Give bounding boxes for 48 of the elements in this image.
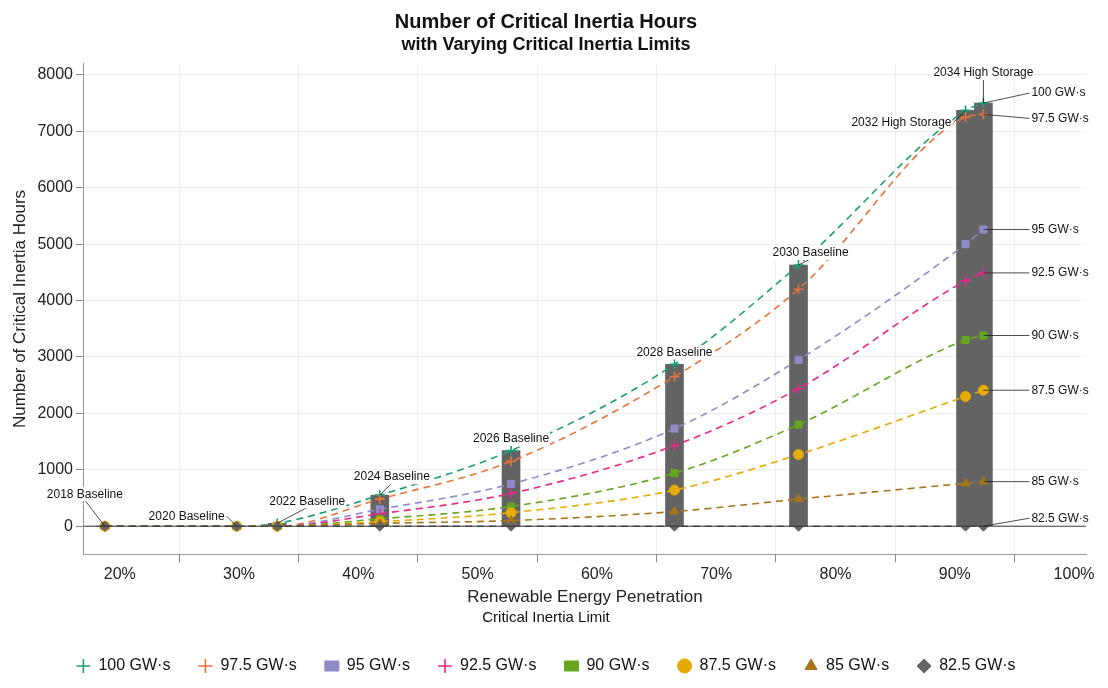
y-tick-label: 0 bbox=[64, 516, 74, 534]
y-tick-label: 7000 bbox=[37, 121, 74, 139]
annotation: 92.5 GW·s bbox=[1031, 265, 1089, 280]
y-axis-title: Number of Critical Inertia Hours bbox=[9, 189, 29, 429]
legend-label: 95 GW·s bbox=[346, 656, 410, 674]
annotation: 90 GW·s bbox=[1031, 327, 1079, 342]
x-tick-label: 80% bbox=[819, 565, 852, 583]
annotation: 82.5 GW·s bbox=[1031, 510, 1089, 525]
annotation: 2034 High Storage bbox=[933, 65, 1034, 80]
y-tick-label: 6000 bbox=[37, 178, 74, 196]
x-tick-label: 70% bbox=[700, 565, 733, 583]
legend-label: 100 GW·s bbox=[98, 656, 171, 674]
annotation: 85 GW·s bbox=[1031, 473, 1079, 488]
legend-label: 82.5 GW·s bbox=[939, 656, 1016, 674]
x-axis-title: Renewable Energy Penetration bbox=[467, 587, 703, 607]
legend-title: Critical Inertia Limit bbox=[482, 607, 611, 625]
x-tick-label: 90% bbox=[938, 565, 971, 583]
chart-title: Number of Critical Inertia Hours bbox=[394, 9, 698, 32]
annotation: 95 GW·s bbox=[1031, 221, 1079, 236]
annotation: 2028 Baseline bbox=[636, 344, 713, 359]
x-tick-label: 50% bbox=[461, 565, 494, 583]
legend-label: 97.5 GW·s bbox=[220, 656, 297, 674]
legend-label: 85 GW·s bbox=[826, 656, 890, 674]
annotation: 97.5 GW·s bbox=[1031, 110, 1089, 125]
annotation: 2018 Baseline bbox=[46, 486, 124, 501]
legend-label: 87.5 GW·s bbox=[699, 656, 777, 674]
x-tick-label: 60% bbox=[580, 565, 613, 583]
annotation: 100 GW·s bbox=[1031, 85, 1086, 100]
chart-subtitle: with Varying Critical Inertia Limits bbox=[400, 33, 691, 54]
legend-label: 92.5 GW·s bbox=[459, 656, 537, 674]
x-tick-label: 100% bbox=[1053, 565, 1095, 583]
annotation: 2022 Baseline bbox=[269, 493, 346, 508]
x-tick-label: 20% bbox=[103, 565, 136, 583]
y-tick-label: 4000 bbox=[37, 290, 74, 308]
y-tick-label: 2000 bbox=[37, 403, 74, 421]
annotation: 2024 Baseline bbox=[353, 469, 431, 484]
annotation: 2030 Baseline bbox=[772, 245, 849, 260]
y-tick-label: 1000 bbox=[37, 460, 74, 478]
x-tick-label: 30% bbox=[223, 565, 256, 583]
y-tick-label: 5000 bbox=[37, 234, 74, 252]
y-tick-label: 8000 bbox=[37, 65, 74, 83]
annotation: 2032 High Storage bbox=[851, 114, 952, 129]
x-tick-label: 40% bbox=[342, 565, 375, 583]
annotation: 2026 Baseline bbox=[473, 430, 550, 445]
annotation: 2020 Baseline bbox=[148, 508, 225, 523]
annotation: 87.5 GW·s bbox=[1031, 382, 1089, 397]
y-tick-label: 3000 bbox=[37, 347, 74, 365]
legend-label: 90 GW·s bbox=[586, 656, 650, 674]
